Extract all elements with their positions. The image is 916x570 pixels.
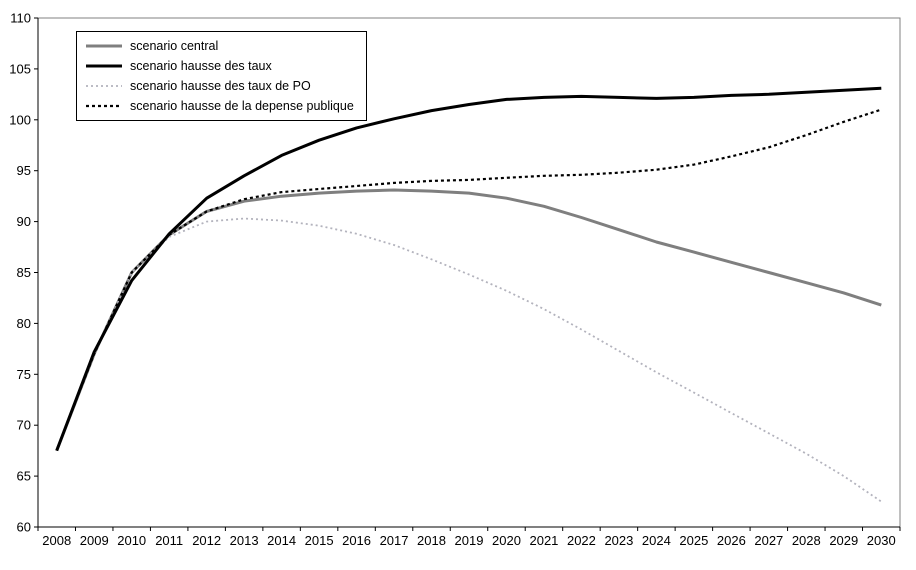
series-line-0 <box>55 188 882 452</box>
x-axis-label: 2030 <box>867 533 896 548</box>
legend-swatch-line <box>86 104 122 108</box>
y-axis-label: 90 <box>17 214 31 229</box>
series-line-2 <box>55 217 882 503</box>
x-axis-label: 2018 <box>417 533 446 548</box>
x-axis-label: 2011 <box>155 533 183 548</box>
x-axis-label: 2015 <box>305 533 334 548</box>
legend-label: scenario hausse de la depense publique <box>130 99 354 113</box>
legend-item: scenario hausse des taux <box>85 58 354 74</box>
y-axis-label: 65 <box>17 469 31 484</box>
legend-label: scenario hausse des taux de PO <box>130 79 311 93</box>
x-axis-label: 2010 <box>117 533 146 548</box>
legend-swatch-line <box>86 85 122 87</box>
x-axis-label: 2008 <box>42 533 71 548</box>
legend-item: scenario hausse des taux de PO <box>85 78 354 94</box>
y-axis-label: 105 <box>9 61 31 76</box>
y-axis-label: 95 <box>17 163 31 178</box>
legend-label: scenario central <box>130 39 219 53</box>
x-axis-label: 2026 <box>717 533 746 548</box>
series-line-1 <box>55 86 882 452</box>
x-axis-label: 2021 <box>529 533 558 548</box>
y-axis-label: 85 <box>17 265 31 280</box>
y-axis-label: 60 <box>17 520 31 535</box>
legend: scenario central scenario hausse des taux… <box>76 31 367 121</box>
legend-item: scenario hausse de la depense publique <box>85 98 354 114</box>
x-axis-label: 2023 <box>604 533 633 548</box>
y-axis-label: 110 <box>10 11 31 26</box>
x-axis-label: 2022 <box>567 533 596 548</box>
x-axis-label: 2019 <box>455 533 484 548</box>
x-axis-label: 2014 <box>267 533 296 548</box>
y-axis-label: 100 <box>9 112 31 127</box>
legend-label: scenario hausse des taux <box>130 59 272 73</box>
legend-item: scenario central <box>85 38 354 54</box>
x-axis-label: 2013 <box>230 533 259 548</box>
legend-swatch-line <box>86 64 122 68</box>
y-axis-label: 70 <box>17 418 31 433</box>
x-axis-label: 2012 <box>192 533 221 548</box>
x-axis-label: 2027 <box>754 533 783 548</box>
x-axis-label: 2025 <box>679 533 708 548</box>
x-axis-label: 2017 <box>380 533 409 548</box>
x-axis-label: 2029 <box>829 533 858 548</box>
x-axis-label: 2009 <box>80 533 109 548</box>
x-axis-label: 2028 <box>792 533 821 548</box>
x-axis-label: 2024 <box>642 533 671 548</box>
x-axis-label: 2020 <box>492 533 521 548</box>
y-axis-label: 80 <box>17 316 31 331</box>
y-axis-label: 75 <box>17 367 31 382</box>
legend-swatch-line <box>86 44 122 48</box>
x-axis-label: 2016 <box>342 533 371 548</box>
